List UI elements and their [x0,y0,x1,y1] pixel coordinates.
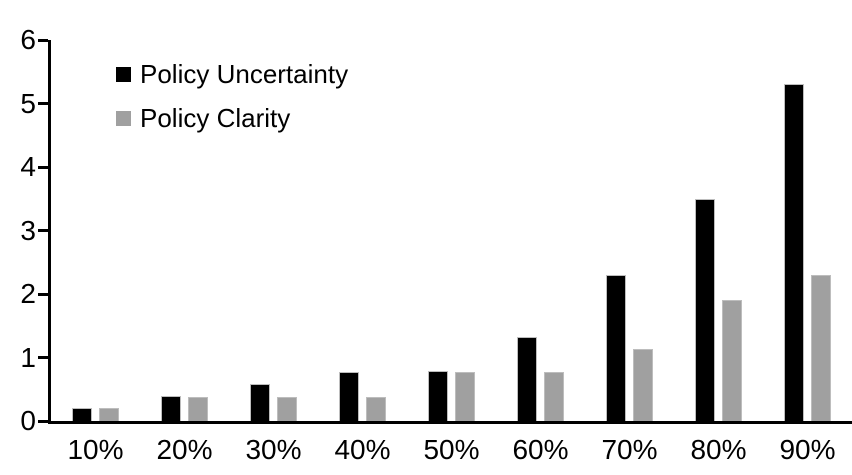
y-tick-mark-2 [38,292,48,296]
y-tick-mark-5 [38,102,48,105]
bar-group-80% [674,198,763,421]
bar-group-20% [140,395,229,421]
x-tick-label-70%: 70% [601,434,658,465]
bar-policy-clarity-50% [455,372,475,421]
y-tick-mark-6 [38,38,48,42]
y-tick-label-4: 4 [20,151,36,182]
y-tick-label-3: 3 [20,214,36,246]
x-axis-labels: 10% 20% 30% 40% 50% 60% 70% 80% 90% [51,436,852,464]
legend-swatch-icon [116,111,131,127]
bar-group-30% [229,384,318,421]
bar-policy-uncertainty-20% [161,395,181,421]
bar-groups [51,40,852,421]
x-tick-label-30%: 30% [245,434,302,465]
bar-policy-uncertainty-90% [784,84,804,421]
y-tick-label-2: 2 [20,278,36,309]
bar-policy-clarity-70% [633,349,653,421]
bar-policy-clarity-90% [811,274,831,421]
legend: Policy Uncertainty Policy Clarity [116,59,349,148]
legend-label: Policy Uncertainty [140,59,349,89]
bar-policy-uncertainty-70% [606,274,626,421]
y-tick-mark-3 [38,229,48,232]
x-tick-label-60%: 60% [512,434,569,465]
x-tick-label-50%: 50% [423,434,480,465]
y-tick-label-5: 5 [20,87,36,119]
bar-policy-clarity-30% [277,396,297,421]
bar-policy-clarity-20% [188,396,208,421]
bar-policy-uncertainty-10% [72,408,92,421]
legend-item-policy-uncertainty: Policy Uncertainty [116,59,349,90]
x-tick-label-90%: 90% [779,434,836,465]
bar-policy-clarity-60% [544,372,564,421]
bar-policy-clarity-80% [722,300,742,421]
legend-item-policy-clarity: Policy Clarity [116,102,348,134]
y-tick-label-0: 0 [20,405,36,436]
y-tick-mark-1 [38,356,48,360]
bar-policy-uncertainty-30% [250,384,270,421]
bar-group-90% [763,84,852,421]
bar-group-60% [496,336,585,421]
y-tick-mark-0 [38,419,48,423]
bar-group-50% [407,370,496,421]
y-tick-mark-4 [38,165,48,169]
bar-group-10% [51,408,140,421]
bar-policy-clarity-10% [99,408,119,421]
x-tick-label-40%: 40% [334,434,391,465]
bar-policy-uncertainty-50% [428,370,448,421]
y-axis-labels: 0 1 2 3 4 5 6 [0,26,38,435]
y-tick-label-6: 6 [20,24,36,55]
bar-policy-clarity-40% [366,396,386,421]
bar-policy-uncertainty-80% [695,198,715,421]
bar-policy-uncertainty-40% [339,372,359,421]
y-tick-label-1: 1 [20,341,36,373]
plot-area [38,38,852,424]
legend-label: Policy Clarity [140,102,291,133]
bar-group-40% [318,372,407,421]
bar-policy-uncertainty-60% [517,336,537,421]
legend-swatch-icon [116,67,131,83]
x-tick-label-20%: 20% [156,434,213,465]
x-tick-label-80%: 80% [690,434,747,465]
x-tick-label-10%: 10% [67,434,124,465]
bar-group-70% [585,274,674,421]
